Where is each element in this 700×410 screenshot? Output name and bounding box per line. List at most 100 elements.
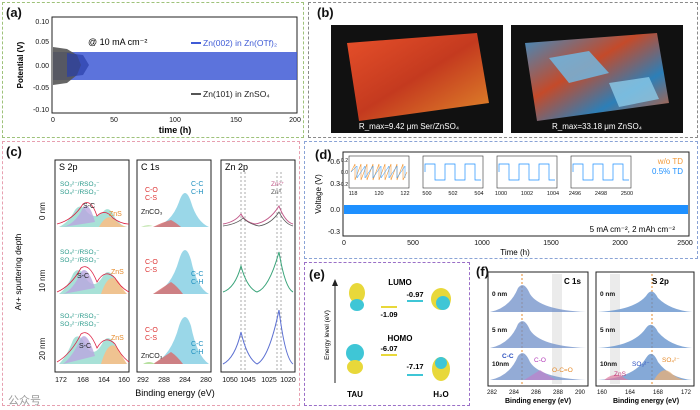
c1s-co-2: C-O: [145, 327, 158, 334]
b-left-caption: R_max=9.42 μm Ser/ZnSO₄: [359, 122, 459, 131]
d-inset-ytick-1: 0.0: [341, 170, 348, 176]
s2p-tick-0: 172: [55, 377, 67, 384]
d-inset3-tick1: 2498: [595, 191, 607, 197]
s2p-tick-1: 168: [77, 377, 89, 384]
a-xtick-1: 50: [110, 117, 118, 124]
c-depth-0: 0 nm: [38, 202, 47, 220]
d-inset-1: 500 502 504: [422, 155, 484, 197]
d-condition: 5 mA cm⁻², 2 mAh cm⁻²: [590, 225, 676, 234]
s2p-tick-2: 164: [98, 377, 110, 384]
c-col2-title: C 1s: [141, 162, 160, 172]
d-inset-ytick-2: -0.2: [339, 182, 348, 188]
e-mol-left: TAU: [347, 390, 363, 399]
f-right-xlabel: Binding energy (eV): [613, 398, 679, 405]
e-ylabel: Energy level (eV): [324, 310, 331, 360]
c1s-row-0: [141, 193, 209, 227]
s2p-label-sc-0: S-C: [83, 203, 95, 210]
s2p-label-so4-0: SO₄²⁻/RSO₃⁻: [60, 189, 100, 196]
f-c1s-row-0: [490, 285, 586, 312]
f-label-cc: C-C: [502, 353, 514, 360]
zn-tick-0: 1050: [222, 377, 238, 384]
afm-surface-left: [347, 33, 489, 121]
a-legend-gray: Zn(101) in ZnSO₄: [203, 89, 270, 99]
panel-a: (a) 0.10 0.05 0.00 -0.05 -0.10 0 50 100 …: [2, 2, 304, 138]
d-xtick-2: 1000: [474, 240, 490, 247]
panel-c: (c) S 2p C 1s Zn 2p SO₃²⁻/RSO₃⁻: [2, 141, 300, 406]
watermark: 公众号: [8, 395, 41, 407]
e-lumo-h2o: -0.97: [406, 290, 423, 299]
a-condition: @ 10 mA cm⁻²: [88, 37, 147, 47]
zn-label-zn0: Zn⁰: [271, 188, 282, 196]
f-left-tick-1: 284: [509, 390, 520, 396]
d-ytick-0: 0.6: [330, 159, 340, 166]
f-c1s-row-1: [490, 321, 586, 348]
zn-tick-2: 1025: [261, 377, 277, 384]
zn-otf-band: [53, 52, 297, 80]
c1s-ch-2: C-H: [191, 349, 203, 356]
a-ylabel: Potential (V): [16, 41, 25, 88]
s2p-label-zns-1: ZnS: [111, 269, 124, 276]
f-label-ocoo: O-C=O: [552, 367, 573, 374]
c-ylabel: Ar+ sputtering depth: [13, 233, 23, 310]
panel-c-xps: S 2p C 1s Zn 2p SO₃²⁻/RSO₃⁻ SO₄²⁻/RSO₃⁻ …: [13, 159, 296, 398]
d-inset3-tick0: 2496: [569, 191, 581, 197]
d-inset1-tick2: 504: [474, 191, 483, 197]
c-depth-2: 20 nm: [38, 337, 47, 360]
c1s-cs-0: C-S: [145, 195, 157, 202]
a-xtick-2: 100: [169, 117, 181, 124]
c1s-cs-1: C-S: [145, 267, 157, 274]
f-left-tick-2: 286: [531, 390, 542, 396]
s2p-label-sc-1: S-C: [77, 273, 89, 280]
zn-label-zn2: Zn²⁺: [271, 181, 285, 188]
f-right-depth-1: 5 nm: [600, 327, 615, 334]
d-inset-ytick-0: 0.2: [341, 158, 348, 164]
panel-b-label: (b): [317, 5, 334, 20]
d-ytick-3: -0.3: [328, 229, 340, 236]
d-ytick-2: 0.0: [330, 207, 340, 214]
d-ytick-1: 0.3: [330, 181, 340, 188]
f-s2p-row-1: [598, 324, 692, 348]
d-inset1-tick1: 502: [448, 191, 457, 197]
c1s-ch-0: C-H: [191, 189, 203, 196]
s2p-label-sc-2: S-C: [79, 343, 91, 350]
c1s-tick-1: 288: [158, 377, 170, 384]
f-c1s-row-2: [490, 353, 586, 380]
f-left-tick-0: 282: [487, 390, 498, 396]
a-legend-blue: Zn(002) in Zn(OTf)₂: [203, 38, 277, 48]
s2p-label-so4-1: SO₄²⁻/RSO₃⁻: [60, 249, 100, 256]
f-left-depth-0: 0 nm: [492, 291, 507, 298]
f-left-title: C 1s: [564, 277, 581, 286]
d-inset0-tick1: 120: [374, 191, 383, 197]
a-ytick-4: -0.10: [33, 107, 49, 114]
s2p-tick-3: 160: [118, 377, 130, 384]
f-label-zns: ZnS: [614, 371, 627, 378]
panel-e-label: (e): [309, 267, 325, 282]
c-xlabel: Binding energy (eV): [135, 388, 215, 398]
f-right-tick-2: 168: [653, 390, 664, 396]
d-legend-with: 0.5% TD: [652, 167, 683, 176]
a-ytick-3: -0.05: [33, 85, 49, 92]
c1s-co-1: C-O: [145, 259, 158, 266]
d-inset-0: 118 120 122 0.2 0.0 -0.2: [339, 155, 410, 197]
f-left-depth-2: 10nm: [492, 361, 509, 368]
panel-c-label: (c): [6, 144, 22, 159]
e-homo-tau: -6.07: [380, 344, 397, 353]
f-label-so3: SO₃²⁻: [632, 361, 650, 368]
d-xtick-0: 0: [342, 240, 346, 247]
d-inset-3: 2496 2498 2500: [569, 155, 633, 197]
f-right-depth-2: 10nm: [600, 361, 617, 368]
s2p-label-so3-1: SO₃²⁻/RSO₃⁻: [60, 257, 100, 264]
panel-a-label: (a): [6, 5, 22, 20]
c1s-row-1: [153, 250, 209, 294]
c1s-tick-3: 280: [200, 377, 212, 384]
f-right-tick-1: 164: [625, 390, 636, 396]
d-inset1-tick0: 500: [422, 191, 431, 197]
panel-d-label: (d): [315, 147, 332, 162]
a-ytick-0: 0.10: [35, 19, 49, 26]
c1s-cc-2: C-C: [191, 341, 203, 348]
d-xtick-5: 2500: [677, 240, 693, 247]
f-label-co: C-O: [534, 357, 546, 364]
e-homo-h2o: -7.17: [406, 362, 423, 371]
c-col3-title: Zn 2p: [225, 162, 248, 172]
panel-d: (d) 0.6 0.3 0.0 -0.3 0 500 1000 1500 200…: [304, 141, 698, 259]
